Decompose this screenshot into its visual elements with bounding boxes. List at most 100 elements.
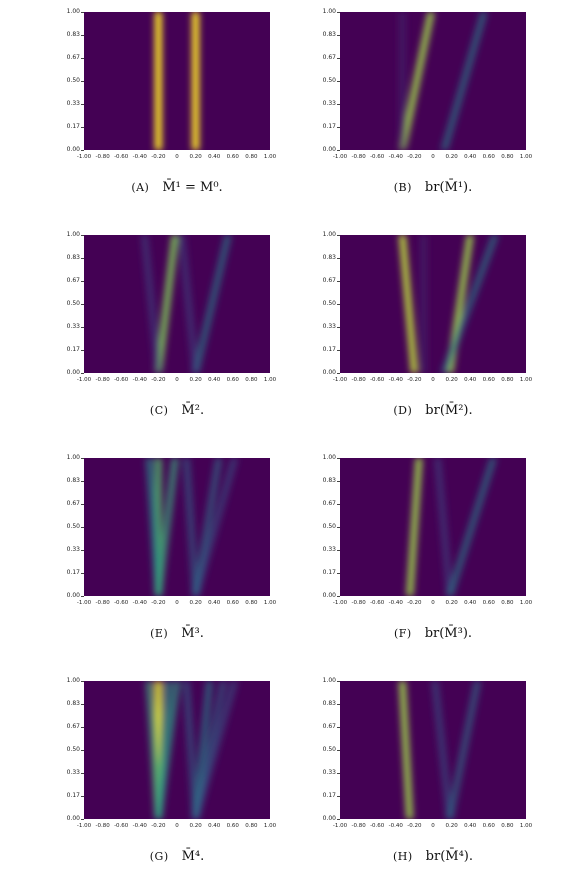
y-tick-label: 0.50 — [322, 746, 336, 753]
y-tick-label: 0.50 — [322, 523, 336, 530]
y-tick-mark — [81, 681, 84, 682]
x-tick-label: -0.20 — [407, 823, 422, 829]
ridge-series-0 — [154, 12, 162, 150]
y-tick-mark — [337, 35, 340, 36]
x-tick-label: -1.00 — [76, 823, 92, 829]
ridge-series-3 — [154, 681, 181, 819]
x-tick-label: -0.80 — [95, 600, 110, 606]
x-tick-label: 0 — [431, 377, 435, 383]
y-tick-mark — [337, 58, 340, 59]
panel-caption: (G) M̄⁴. — [52, 849, 302, 864]
ridge-series-1 — [192, 12, 200, 150]
y-tick-mark — [81, 527, 84, 528]
ridge-series-2 — [446, 458, 497, 596]
y-tick-label: 0.33 — [322, 769, 336, 776]
x-tick-label: -0.60 — [370, 600, 385, 606]
y-tick-label: 1.00 — [66, 8, 80, 15]
y-tick-label: 0.33 — [322, 546, 336, 553]
x-tick-label: -0.80 — [351, 600, 366, 606]
x-tick-label: 1.00 — [519, 377, 533, 383]
heatmap-plot-area — [84, 12, 270, 150]
ridge-series-5 — [192, 681, 214, 819]
y-tick-mark — [337, 373, 340, 374]
y-tick-label: 1.00 — [66, 677, 80, 684]
y-tick-label: 0.33 — [322, 323, 336, 330]
y-tick-label: 0.00 — [322, 146, 336, 153]
y-tick-label: 0.33 — [322, 100, 336, 107]
x-tick-label: -0.40 — [132, 377, 147, 383]
y-tick-label: 1.00 — [66, 231, 80, 238]
y-tick-mark — [81, 481, 84, 482]
y-tick-mark — [337, 327, 340, 328]
x-tick-label: 0.80 — [245, 154, 258, 160]
ridge-series-1 — [434, 458, 454, 596]
y-tick-label: 0.50 — [322, 77, 336, 84]
heatmap-background — [84, 12, 270, 150]
y-tick-mark — [337, 150, 340, 151]
y-tick-label: 0.83 — [66, 700, 80, 707]
ridge-series-1 — [431, 681, 454, 819]
x-tick-label: -0.60 — [370, 154, 385, 160]
y-tick-label: 1.00 — [322, 8, 336, 15]
x-tick-label: -0.20 — [151, 154, 166, 160]
caption-text: M̄³. — [181, 626, 204, 641]
x-tick-label: -1.00 — [332, 823, 348, 829]
ridge-series-1 — [192, 235, 232, 373]
y-tick-label: 0.00 — [322, 369, 336, 376]
x-tick-label: -0.60 — [114, 154, 129, 160]
heatmap-svg — [84, 12, 270, 150]
y-tick-mark — [81, 596, 84, 597]
x-tick-label: 0.80 — [245, 377, 258, 383]
x-tick-label: -0.40 — [388, 154, 403, 160]
x-tick-label: 1.00 — [263, 823, 277, 829]
y-tick-label: 0.33 — [66, 323, 80, 330]
x-tick-label: 0 — [431, 600, 435, 606]
heatmap-panel-2: 1.00 0.83 0.67 0.50 0.33 0.17 0.00 -1.00 -0.80 -0… — [67, 232, 284, 384]
x-tick-label: -0.60 — [114, 377, 129, 383]
y-tick-label: 0.33 — [66, 546, 80, 553]
heatmap-plot-area — [84, 681, 270, 819]
heatmap-plot-area — [340, 12, 526, 150]
y-tick-mark — [81, 127, 84, 128]
y-tick-label: 0.50 — [66, 746, 80, 753]
x-tick-label: -0.40 — [388, 377, 403, 383]
x-tick-label: -0.20 — [407, 377, 422, 383]
y-tick-label: 0.33 — [66, 100, 80, 107]
x-tick-label: -0.20 — [407, 600, 422, 606]
ridge-series-3 — [178, 235, 200, 373]
x-tick-label: 0 — [175, 377, 179, 383]
x-tick-label: 0 — [431, 154, 435, 160]
y-tick-label: 0.50 — [66, 523, 80, 530]
x-tick-label: -0.40 — [132, 823, 147, 829]
ridge-series-0 — [398, 681, 414, 819]
y-tick-mark — [337, 819, 340, 820]
x-tick-label: 0 — [175, 823, 179, 829]
panel-caption: (B) br(M̄¹). — [308, 180, 558, 195]
x-tick-label: 0.20 — [189, 600, 202, 606]
x-tick-label: -0.60 — [370, 823, 385, 829]
caption-text: br(M̄⁴). — [425, 849, 474, 864]
x-tick-label: 0.40 — [208, 600, 221, 606]
heatmap-svg — [84, 235, 270, 373]
x-tick-label: 0.20 — [189, 154, 202, 160]
y-tick-mark — [337, 81, 340, 82]
heatmap-background — [340, 235, 526, 373]
ridge-series-1 — [145, 458, 162, 596]
heatmap-svg — [340, 681, 526, 819]
y-tick-label: 0.17 — [66, 123, 80, 130]
y-tick-label: 0.17 — [322, 123, 336, 130]
x-tick-label: 0.40 — [464, 600, 477, 606]
caption-text: M̄¹ = M⁰. — [162, 180, 223, 195]
x-tick-label: 1.00 — [263, 377, 277, 383]
x-tick-label: 0.40 — [464, 154, 477, 160]
y-tick-mark — [337, 481, 340, 482]
x-tick-label: 0.60 — [226, 600, 239, 606]
y-tick-mark — [81, 281, 84, 282]
y-tick-label: 0.67 — [66, 54, 80, 61]
heatmap-background — [84, 235, 270, 373]
heatmap-panel-1: 1.00 0.83 0.67 0.50 0.33 0.17 0.00 -1.00 -0.80 -0… — [323, 9, 540, 161]
x-tick-label: 0 — [431, 823, 435, 829]
y-tick-label: 0.17 — [322, 792, 336, 799]
y-tick-label: 0.00 — [66, 146, 80, 153]
y-tick-mark — [337, 235, 340, 236]
